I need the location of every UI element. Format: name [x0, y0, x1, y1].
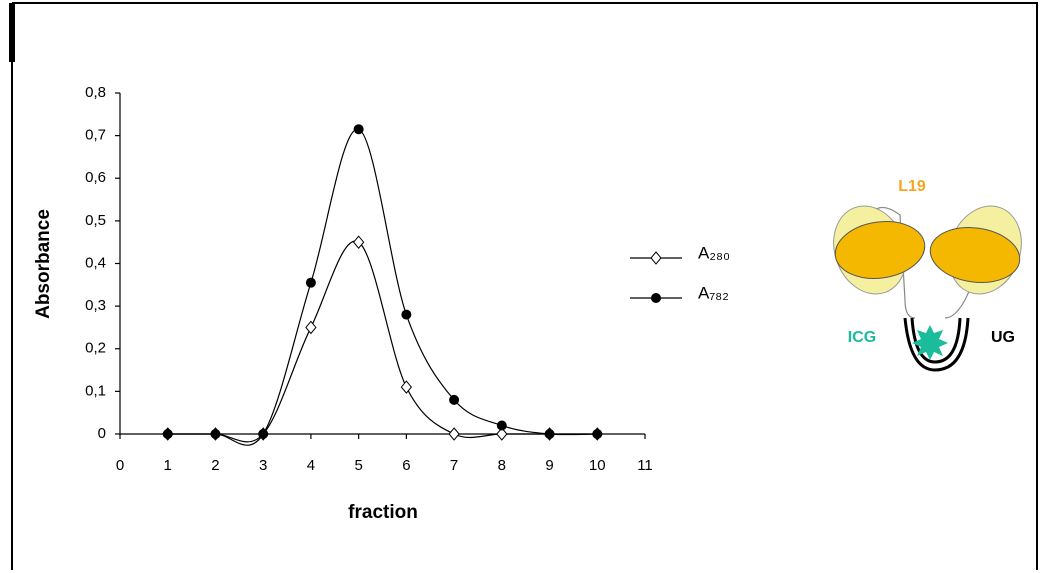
x-tick-label: 2	[211, 457, 219, 474]
marker	[401, 309, 412, 320]
y-axis-label: Absorbance	[33, 209, 54, 319]
x-axis-label: fraction	[348, 502, 418, 523]
marker	[651, 293, 661, 303]
legend-label: A₂₈₀	[698, 243, 730, 262]
antibody-diagram	[833, 205, 1022, 372]
marker	[353, 124, 364, 135]
y-tick-label: 0,4	[85, 254, 106, 271]
x-tick-label: 7	[450, 457, 458, 474]
marker	[496, 420, 507, 431]
y-tick-label: 0,6	[85, 169, 106, 186]
marker	[258, 429, 269, 439]
x-tick-label: 11	[637, 457, 653, 474]
marker	[400, 380, 413, 394]
x-tick-label: 0	[116, 457, 124, 474]
x-tick-label: 1	[164, 457, 172, 474]
series-line	[167, 240, 598, 443]
marker	[449, 394, 460, 405]
marker	[592, 429, 603, 439]
annotation: UG	[991, 329, 1015, 346]
annotation: L19	[898, 178, 926, 195]
y-tick-label: 0,2	[85, 340, 106, 357]
marker	[162, 429, 173, 439]
y-tick-label: 0	[98, 425, 106, 442]
x-tick-label: 3	[259, 457, 267, 474]
y-tick-label: 0,5	[85, 212, 106, 229]
y-tick-label: 0,7	[85, 127, 106, 144]
x-tick-label: 5	[354, 457, 362, 474]
marker	[448, 427, 460, 441]
y-tick-label: 0,3	[85, 297, 106, 314]
legend-label: A₇₈₂	[698, 283, 729, 302]
marker	[352, 235, 365, 249]
marker	[305, 320, 317, 335]
x-tick-label: 9	[545, 457, 553, 474]
x-tick-label: 6	[402, 457, 410, 474]
y-tick-label: 0,1	[85, 382, 106, 399]
x-tick-label: 8	[498, 457, 506, 474]
y-tick-label: 0,8	[85, 84, 106, 101]
x-tick-label: 4	[307, 457, 315, 474]
x-tick-label: 10	[589, 457, 606, 474]
marker	[544, 429, 555, 439]
annotation: ICG	[848, 329, 876, 346]
marker	[496, 427, 508, 441]
marker	[650, 251, 662, 265]
marker	[210, 429, 221, 439]
marker	[305, 277, 316, 288]
